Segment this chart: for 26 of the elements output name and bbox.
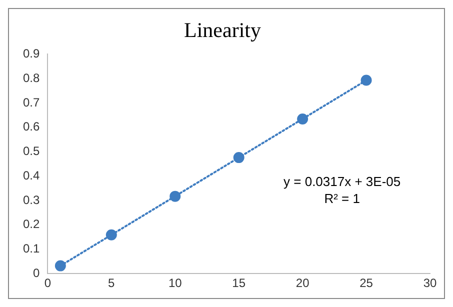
point <box>106 229 117 240</box>
point <box>297 114 308 125</box>
y-tick-label: 0.3 <box>22 192 40 207</box>
point <box>233 152 244 164</box>
y-tick-label: 0.6 <box>22 120 40 134</box>
x-tick-label: 20 <box>296 276 310 290</box>
y-tick-label: 0.9 <box>22 46 40 61</box>
y-tick-label: 0.5 <box>22 144 40 158</box>
annotation: R² = 1 <box>324 190 360 206</box>
point <box>170 190 181 202</box>
y-tick-label: 0.7 <box>22 95 40 110</box>
x-tick-label: 5 <box>108 276 116 290</box>
y-tick-label: 0.4 <box>22 168 40 182</box>
y-tick-label: 0.2 <box>22 217 40 232</box>
point <box>54 260 66 272</box>
x-tick-label: 15 <box>232 276 246 290</box>
x-tick-label: 30 <box>423 276 437 290</box>
y-tick-label: 0.8 <box>22 70 40 85</box>
chart-title: Linearity <box>184 18 262 42</box>
x-tick-label: 25 <box>360 276 374 290</box>
point <box>360 74 372 86</box>
x-tick-label: 0 <box>44 276 52 290</box>
annotation: y = 0.0317x + 3E-05 <box>284 174 401 189</box>
x-tick-label: 10 <box>168 276 182 290</box>
y-tick-label: 0.1 <box>22 242 40 256</box>
y-tick-label: 0 <box>32 266 40 280</box>
